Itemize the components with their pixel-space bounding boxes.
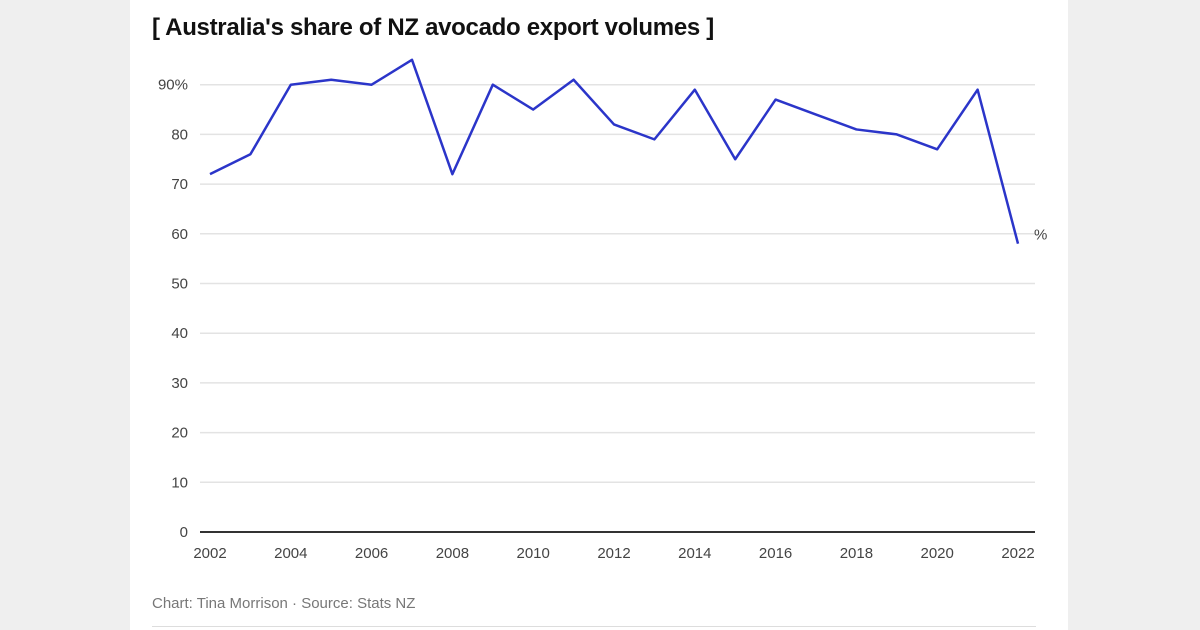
series-line [209,58,1020,245]
chart-credit: Chart: Tina Morrison · Source: Stats NZ [152,595,416,612]
x-tick-label: 2016 [759,545,792,562]
x-tick-label: 2002 [193,545,226,562]
y-tick-label: 80 [171,126,188,143]
x-tick-label: 2006 [355,545,388,562]
x-tick-label: 2014 [678,545,711,562]
y-tick-label: 60 [171,226,188,243]
x-tick-label: 2008 [436,545,469,562]
x-tick-label: 2010 [517,545,550,562]
chart-panel [130,0,1068,630]
x-tick-label: 2004 [274,545,307,562]
y-tick-label: 70 [171,176,188,193]
y-tick-label: 10 [171,474,188,491]
x-tick-label: 2012 [597,545,630,562]
divider [152,626,1036,627]
y-tick-label: 90% [158,77,188,94]
y-tick-label: 20 [171,425,188,442]
unit-label: % [1034,227,1047,244]
x-tick-label: 2022 [1001,545,1034,562]
y-tick-label: 40 [171,325,188,342]
y-tick-label: 30 [171,375,188,392]
y-tick-label: 50 [171,276,188,293]
x-tick-label: 2018 [840,545,873,562]
chart-title: [ Australia's share of NZ avocado export… [152,14,714,41]
x-tick-label: 2020 [921,545,954,562]
y-tick-label: 0 [180,524,188,541]
